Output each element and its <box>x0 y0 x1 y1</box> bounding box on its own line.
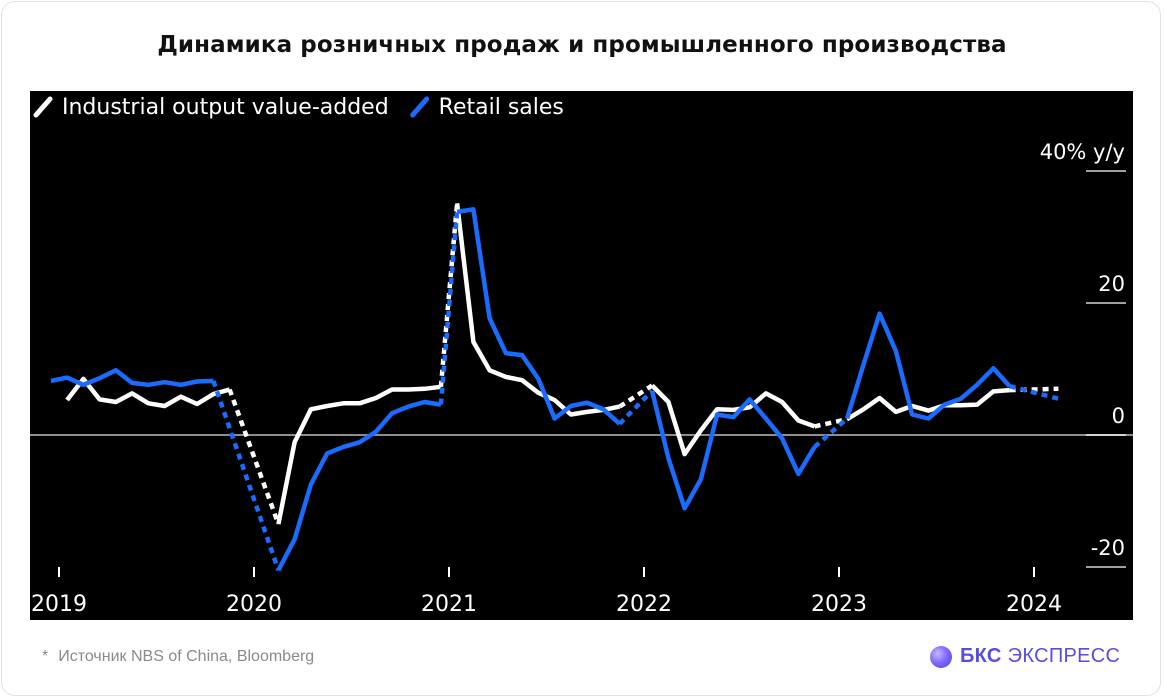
x-tick-label: 2022 <box>616 592 672 617</box>
legend-swatch-retail <box>410 96 430 118</box>
y-tick-label: -20 <box>1091 536 1125 560</box>
industrial-output-line <box>438 203 460 387</box>
industrial-output-line <box>65 376 231 409</box>
chart-svg: 40% y/y 20 0 -20 2019 2020 2021 2022 2023 2024 Ind… <box>30 95 1133 617</box>
retail-sales-line <box>844 311 1012 421</box>
chart-title: Динамика розничных продаж и промышленног… <box>157 32 1007 58</box>
retail-sales-line <box>456 207 622 426</box>
brand-name: БКС ЭКСПРЕСС <box>960 645 1120 668</box>
industrial-output-line <box>454 203 621 417</box>
footnote-text: Источник NBS of China, Bloomberg <box>58 648 315 665</box>
x-tick-label: 2020 <box>226 592 282 617</box>
industrial-output-line <box>845 387 1010 422</box>
retail-sales-line <box>211 380 281 572</box>
retail-sales-line <box>1009 384 1059 401</box>
retail-sales-line <box>276 399 442 572</box>
x-tick-label: 2023 <box>811 592 867 617</box>
x-tick-label: 2021 <box>421 592 477 617</box>
x-tick-label: 2019 <box>31 592 87 617</box>
industrial-output-line <box>227 388 281 525</box>
brand-name-bold: БКС <box>960 645 1002 667</box>
brand-name-rest: ЭКСПРЕСС <box>1007 645 1121 667</box>
x-tick-label: 2024 <box>1006 592 1062 617</box>
brand-logo: БКС ЭКСПРЕСС <box>930 645 1120 668</box>
retail-sales-line <box>50 368 214 388</box>
chart-panel: 40% y/y 20 0 -20 2019 2020 2021 2022 2023 2024 Ind… <box>30 91 1133 620</box>
industrial-output-line <box>276 384 442 525</box>
industrial-output-line <box>618 383 654 409</box>
legend-label-industrial: Industrial output value-added <box>62 95 389 120</box>
bcs-orb-logo-icon <box>930 645 952 668</box>
legend-swatch-industrial <box>33 96 53 118</box>
retail-sales-line <box>813 416 849 449</box>
legend-label-retail: Retail sales <box>439 95 564 120</box>
source-footnote: * Источник NBS of China, Bloomberg <box>42 648 314 666</box>
industrial-output-line <box>1009 386 1059 393</box>
y-tick-label: 40% y/y <box>1040 140 1125 164</box>
industrial-output-line <box>650 383 816 457</box>
retail-sales-line <box>617 389 654 426</box>
y-tick-label: 20 <box>1098 272 1125 296</box>
footnote-star: * <box>42 648 49 665</box>
y-tick-label: 0 <box>1112 404 1125 428</box>
retail-sales-line <box>649 390 817 511</box>
